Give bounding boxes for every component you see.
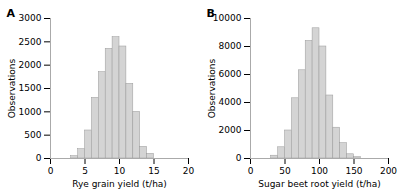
svg-text:A: A [7,7,16,20]
svg-text:Sugar beet root yield (t/ha): Sugar beet root yield (t/ha) [258,179,381,189]
svg-text:1500: 1500 [19,83,42,93]
svg-text:5: 5 [82,166,88,176]
svg-text:B: B [207,7,215,20]
svg-text:0: 0 [248,166,254,176]
svg-text:200: 200 [380,166,397,176]
svg-text:15: 15 [148,166,159,176]
svg-text:0: 0 [36,153,42,163]
svg-text:20: 20 [183,166,195,176]
svg-text:6000: 6000 [219,69,242,79]
svg-text:2000: 2000 [219,125,242,135]
svg-text:100: 100 [311,166,328,176]
svg-text:2000: 2000 [19,60,42,70]
svg-text:500: 500 [24,130,41,140]
svg-text:1000: 1000 [19,107,42,117]
svg-text:Rye grain yield (t/ha): Rye grain yield (t/ha) [72,179,167,189]
svg-text:2500: 2500 [19,37,42,47]
svg-text:150: 150 [345,166,362,176]
svg-text:8000: 8000 [219,41,242,51]
svg-text:10: 10 [114,166,126,176]
svg-text:3000: 3000 [19,13,42,23]
svg-text:Observations: Observations [7,58,17,118]
svg-text:0: 0 [236,153,242,163]
svg-text:50: 50 [279,166,291,176]
svg-text:4000: 4000 [219,97,242,107]
svg-text:10000: 10000 [213,13,242,23]
svg-text:Observations: Observations [207,58,217,118]
svg-text:0: 0 [48,166,54,176]
